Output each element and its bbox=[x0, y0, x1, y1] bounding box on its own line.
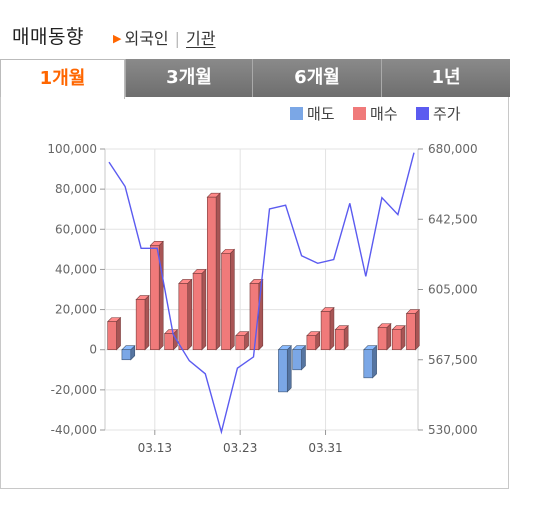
buy-bar bbox=[377, 327, 388, 351]
buy-bar bbox=[406, 313, 416, 351]
buy-bar-side bbox=[201, 268, 207, 351]
period-tabs: 1개월 3개월 6개월 1년 bbox=[0, 59, 510, 99]
x-tick-label: 03.23 bbox=[223, 441, 257, 455]
sell-bar bbox=[121, 349, 132, 361]
x-axis: 03.13 03.23 03.31 bbox=[138, 430, 343, 455]
buy-bar-side bbox=[116, 316, 121, 351]
investor-links: ▶ 외국인 | 기관 bbox=[113, 25, 215, 49]
right-tick-label: 642,500 bbox=[428, 212, 478, 226]
sell-bar bbox=[278, 349, 288, 393]
buy-bar bbox=[192, 273, 203, 351]
price-line-path bbox=[108, 152, 415, 435]
buy-bar-side bbox=[230, 248, 235, 351]
buy-bar-side bbox=[386, 322, 392, 351]
tab-1-year[interactable]: 1년 bbox=[381, 59, 510, 97]
left-tick-label: 80,000 bbox=[55, 182, 97, 196]
chart-legend: 매도 매수 주가 bbox=[290, 105, 461, 123]
left-tick-label: -40,000 bbox=[51, 423, 97, 437]
right-tick-label: 530,000 bbox=[428, 423, 478, 437]
left-tick-label: 40,000 bbox=[55, 262, 97, 276]
left-tick-label: 60,000 bbox=[55, 222, 97, 236]
buy-bar bbox=[335, 329, 345, 351]
tab-1-month[interactable]: 1개월 bbox=[0, 59, 125, 99]
left-tick-label: 20,000 bbox=[55, 303, 97, 317]
right-tick-label: 680,000 bbox=[428, 142, 478, 156]
buy-bar bbox=[235, 335, 245, 351]
legend-swatch bbox=[353, 107, 366, 120]
left-axis: 100,000 80,000 60,000 40,000 20,000 0 -20,000 -… bbox=[47, 142, 105, 437]
buy-bar-side bbox=[158, 240, 164, 351]
sell-bar-side bbox=[372, 344, 377, 379]
price-line bbox=[108, 152, 415, 435]
foreigner-link[interactable]: 외국인 bbox=[124, 29, 169, 48]
buy-bar-side bbox=[187, 278, 192, 351]
right-tick-label: 567,500 bbox=[428, 353, 478, 367]
legend-swatch bbox=[416, 107, 429, 120]
header: 매매동향 ▶ 외국인 | 기관 bbox=[0, 0, 539, 58]
legend-label: 매도 bbox=[307, 105, 335, 123]
x-tick-label: 03.13 bbox=[138, 441, 172, 455]
left-tick-label: 0 bbox=[89, 343, 97, 357]
buy-bar bbox=[135, 299, 146, 351]
tab-6-months[interactable]: 6개월 bbox=[252, 59, 381, 97]
buy-bar bbox=[150, 245, 160, 351]
divider: | bbox=[174, 29, 181, 48]
buy-bar bbox=[206, 196, 217, 351]
sell-bar bbox=[292, 349, 302, 371]
tab-3-months[interactable]: 3개월 bbox=[125, 59, 252, 97]
buy-bar bbox=[107, 321, 117, 351]
left-tick-label: 100,000 bbox=[47, 142, 97, 156]
buy-bar bbox=[306, 335, 317, 351]
sell-bar-side bbox=[286, 344, 292, 393]
institution-link[interactable]: 기관 bbox=[186, 29, 216, 48]
buy-bar-side bbox=[215, 192, 221, 351]
buy-bar bbox=[320, 311, 331, 351]
right-tick-label: 605,000 bbox=[428, 283, 478, 297]
x-tick-label: 03.31 bbox=[308, 441, 342, 455]
left-tick-label: -20,000 bbox=[51, 383, 97, 397]
legend-label: 매수 bbox=[370, 105, 398, 123]
buy-bar-side bbox=[414, 308, 420, 351]
buy-bar bbox=[391, 329, 402, 351]
buy-bar-side bbox=[329, 306, 335, 351]
buy-bar bbox=[164, 333, 174, 351]
legend-swatch bbox=[290, 107, 303, 120]
legend-label: 주가 bbox=[433, 105, 461, 123]
sell-bar bbox=[363, 349, 373, 379]
right-axis: 680,000 642,500 605,000 567,500 530,000 bbox=[418, 142, 478, 437]
buy-bar-side bbox=[144, 294, 150, 351]
chart-panel bbox=[0, 97, 509, 489]
page-title: 매매동향 bbox=[12, 26, 84, 48]
arrow-right-icon: ▶ bbox=[113, 32, 122, 45]
buy-bar bbox=[221, 253, 231, 351]
buy-bar bbox=[178, 283, 188, 351]
grid-lines bbox=[104, 148, 419, 431]
